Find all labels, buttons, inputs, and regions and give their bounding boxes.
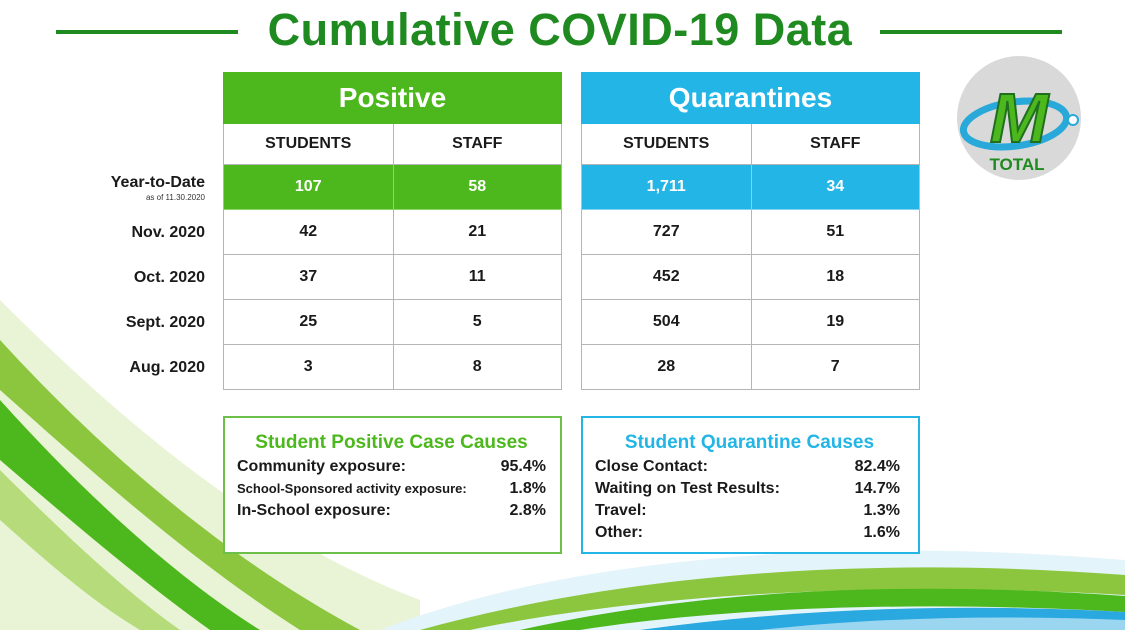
- column-header-row: STUDENTS STAFF: [581, 124, 920, 165]
- table-row: 727 51: [581, 210, 920, 255]
- table-cell: 37: [223, 255, 393, 300]
- cause-row: Close Contact: 82.4%: [595, 456, 904, 478]
- table-row: 37 11: [223, 255, 562, 300]
- row-labels: Year-to-Date as of 11.30.2020 Nov. 2020 …: [60, 165, 205, 390]
- table-cell: 19: [750, 300, 920, 345]
- cause-value: 95.4%: [500, 458, 546, 475]
- cause-label: Travel:: [595, 502, 647, 519]
- table-cell: 1,711: [581, 165, 751, 210]
- cause-row: School-Sponsored activity exposure: 1.8%: [237, 478, 546, 500]
- row-label-sept: Sept. 2020: [60, 300, 205, 345]
- cause-row: Travel: 1.3%: [595, 500, 904, 522]
- table-cell: 25: [223, 300, 393, 345]
- table-cell: 452: [581, 255, 751, 300]
- cause-row: Community exposure: 95.4%: [237, 456, 546, 478]
- table-cell: 11: [392, 255, 562, 300]
- row-label-ytd: Year-to-Date as of 11.30.2020: [60, 165, 205, 210]
- positive-causes-box: Student Positive Case Causes Community e…: [223, 416, 562, 554]
- cause-value: 1.3%: [863, 502, 900, 519]
- title-rule-left: [56, 30, 238, 34]
- table-row: 3 8: [223, 345, 562, 390]
- cause-value: 1.8%: [509, 480, 546, 497]
- row-label-subtext: as of 11.30.2020: [145, 192, 205, 202]
- table-row: 107 58: [223, 165, 562, 210]
- cause-value: 82.4%: [854, 458, 900, 475]
- column-header-staff: STAFF: [392, 124, 562, 165]
- row-label-text: Oct. 2020: [133, 268, 205, 286]
- table-cell: 18: [750, 255, 920, 300]
- table-cell: 21: [392, 210, 562, 255]
- column-header-students: STUDENTS: [581, 124, 751, 165]
- title-rule-right: [880, 30, 1062, 34]
- cause-value: 14.7%: [854, 480, 900, 497]
- title-row: Cumulative COVID-19 Data: [0, 4, 1125, 56]
- table-cell: 5: [392, 300, 562, 345]
- cause-value: 2.8%: [509, 502, 546, 519]
- table-cell: 8: [392, 345, 562, 390]
- table-cell: 42: [223, 210, 393, 255]
- table-cell: 727: [581, 210, 751, 255]
- table-row: 25 5: [223, 300, 562, 345]
- cause-value: 1.6%: [863, 524, 900, 541]
- logo-text: TOTAL: [989, 155, 1044, 174]
- cause-row: Waiting on Test Results: 14.7%: [595, 478, 904, 500]
- cause-label: Other:: [595, 524, 643, 541]
- table-row: 1,711 34: [581, 165, 920, 210]
- cause-label: Close Contact:: [595, 458, 708, 475]
- cause-label: School-Sponsored activity exposure:: [237, 481, 467, 496]
- cause-label: Community exposure:: [237, 458, 406, 475]
- logo-letter: M: [990, 79, 1050, 157]
- column-header-staff: STAFF: [750, 124, 920, 165]
- table-cell: 504: [581, 300, 751, 345]
- row-label-aug: Aug. 2020: [60, 345, 205, 390]
- table-row: 504 19: [581, 300, 920, 345]
- table-row: 452 18: [581, 255, 920, 300]
- table-cell: 3: [223, 345, 393, 390]
- quarantines-table: Quarantines STUDENTS STAFF 1,711 34 727 …: [581, 72, 920, 390]
- quarantine-causes-title: Student Quarantine Causes: [624, 432, 875, 453]
- cause-label: In-School exposure:: [237, 502, 391, 519]
- cause-row: Other: 1.6%: [595, 522, 904, 544]
- table-cell: 34: [750, 165, 920, 210]
- m-total-logo: M TOTAL: [957, 56, 1081, 180]
- cause-row: In-School exposure: 2.8%: [237, 500, 546, 522]
- row-label-nov: Nov. 2020: [60, 210, 205, 255]
- table-cell: 107: [223, 165, 393, 210]
- row-label-text: Year-to-Date: [110, 173, 205, 191]
- table-row: 42 21: [223, 210, 562, 255]
- row-label-text: Sept. 2020: [125, 313, 205, 331]
- positive-causes-title: Student Positive Case Causes: [255, 432, 528, 453]
- row-label-oct: Oct. 2020: [60, 255, 205, 300]
- table-cell: 28: [581, 345, 751, 390]
- table-cell: 7: [750, 345, 920, 390]
- table-cell: 51: [750, 210, 920, 255]
- table-cell: 58: [392, 165, 562, 210]
- table-row: 28 7: [581, 345, 920, 390]
- positive-table: Positive STUDENTS STAFF 107 58 42 21 37 …: [223, 72, 562, 390]
- row-label-text: Nov. 2020: [131, 223, 205, 241]
- positive-header: Positive: [223, 72, 562, 124]
- column-header-row: STUDENTS STAFF: [223, 124, 562, 165]
- quarantines-header: Quarantines: [581, 72, 920, 124]
- quarantine-causes-box: Student Quarantine Causes Close Contact:…: [581, 416, 920, 554]
- cause-label: Waiting on Test Results:: [595, 480, 780, 497]
- row-label-text: Aug. 2020: [129, 358, 205, 376]
- column-header-students: STUDENTS: [223, 124, 393, 165]
- page-title: Cumulative COVID-19 Data: [267, 4, 853, 55]
